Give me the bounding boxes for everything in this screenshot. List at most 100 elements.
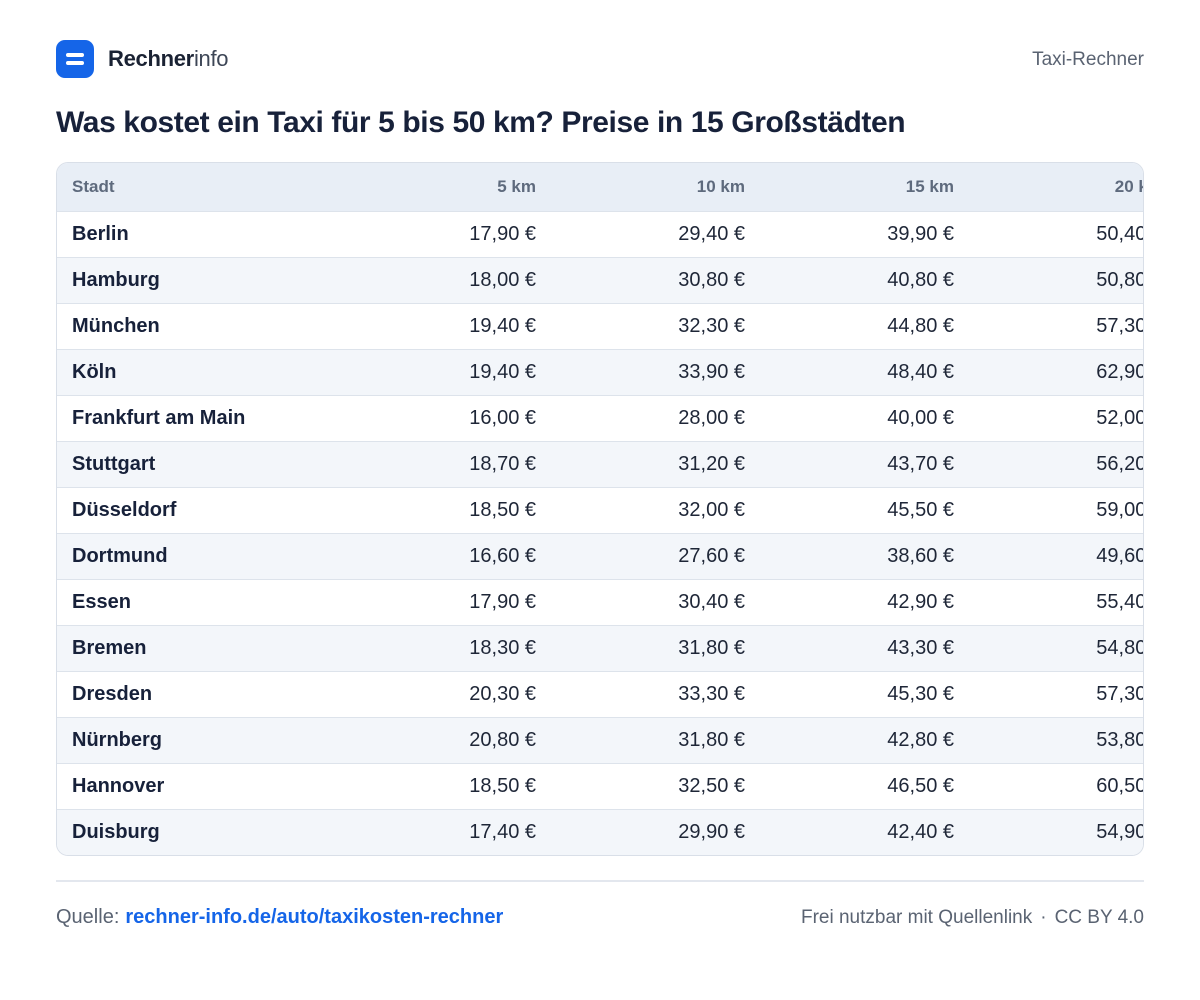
city-name-cell: Berlin xyxy=(72,222,129,245)
city-name-cell: Dresden xyxy=(72,682,153,705)
table-row: Essen 17,90 € 30,40 € 42,90 € 55,40 € xyxy=(57,579,1144,625)
brand-name-light: info xyxy=(193,46,229,71)
city-name-cell: Nürnberg xyxy=(72,728,162,751)
city-name-cell: Hamburg xyxy=(72,268,160,291)
price-cell-20km: 54,90 € xyxy=(1096,820,1144,843)
table-row: Duisburg 17,40 € 29,90 € 42,40 € 54,90 € xyxy=(57,809,1144,855)
price-cell-5km: 18,50 € xyxy=(469,774,536,797)
price-cell-20km: 57,30 € xyxy=(1096,682,1144,705)
price-cell-15km: 40,00 € xyxy=(887,406,954,429)
price-cell-20km: 49,60 € xyxy=(1096,544,1144,567)
table-row: Berlin 17,90 € 29,40 € 39,90 € 50,40 € xyxy=(57,211,1144,257)
table-row: Stuttgart 18,70 € 31,20 € 43,70 € 56,20 € xyxy=(57,441,1144,487)
price-cell-10km: 29,40 € xyxy=(678,222,745,245)
price-cell-15km: 42,40 € xyxy=(887,820,954,843)
price-cell-20km: 54,80 € xyxy=(1096,636,1144,659)
column-header-10km: 10 km xyxy=(696,176,745,196)
footer-divider xyxy=(56,880,1144,882)
city-name-cell: Essen xyxy=(72,590,131,613)
price-cell-10km: 31,80 € xyxy=(678,728,745,751)
license-badge: CC BY 4.0 xyxy=(1054,907,1144,928)
column-header-15km: 15 km xyxy=(905,176,954,196)
price-table-container: Stadt 5 km 10 km 15 km 20 km Berlin 17,90… xyxy=(56,162,1144,856)
separator-dot: · xyxy=(1040,907,1047,928)
price-cell-10km: 31,20 € xyxy=(678,452,745,475)
price-cell-10km: 33,30 € xyxy=(678,682,745,705)
price-cell-15km: 39,90 € xyxy=(887,222,954,245)
price-cell-5km: 19,40 € xyxy=(469,314,536,337)
price-cell-5km: 19,40 € xyxy=(469,360,536,383)
price-cell-5km: 17,40 € xyxy=(469,820,536,843)
price-cell-20km: 56,20 € xyxy=(1096,452,1144,475)
price-cell-10km: 29,90 € xyxy=(678,820,745,843)
price-cell-15km: 40,80 € xyxy=(887,268,954,291)
price-cell-10km: 32,00 € xyxy=(678,498,745,521)
source-line: Quelle: rechner-info.de/auto/taxikosten-r… xyxy=(56,906,503,929)
price-cell-5km: 16,60 € xyxy=(469,544,536,567)
price-cell-10km: 30,80 € xyxy=(678,268,745,291)
table-header-row: Stadt 5 km 10 km 15 km 20 km xyxy=(57,163,1143,211)
header-category-label: Taxi-Rechner xyxy=(1032,49,1144,70)
price-cell-20km: 53,80 € xyxy=(1096,728,1144,751)
column-header-20km: 20 km xyxy=(1114,176,1143,196)
city-name-cell: Düsseldorf xyxy=(72,498,177,521)
price-cell-20km: 52,00 € xyxy=(1096,406,1144,429)
price-cell-15km: 42,90 € xyxy=(887,590,954,613)
city-name-cell: Duisburg xyxy=(72,820,160,843)
city-name-cell: Stuttgart xyxy=(72,452,156,475)
page-header: Rechnerinfo Taxi-Rechner xyxy=(56,40,1144,78)
brand-name-strong: Rechner xyxy=(108,46,194,71)
price-cell-10km: 31,80 € xyxy=(678,636,745,659)
brand-logo[interactable]: Rechnerinfo xyxy=(56,40,229,78)
price-cell-20km: 57,30 € xyxy=(1096,314,1144,337)
price-cell-15km: 45,50 € xyxy=(887,498,954,521)
price-cell-20km: 50,40 € xyxy=(1096,222,1144,245)
price-cell-15km: 42,80 € xyxy=(887,728,954,751)
price-cell-5km: 17,90 € xyxy=(469,590,536,613)
price-cell-15km: 46,50 € xyxy=(887,774,954,797)
price-cell-5km: 18,70 € xyxy=(469,452,536,475)
table-row: München 19,40 € 32,30 € 44,80 € 57,30 € xyxy=(57,303,1144,349)
table-row: Hannover 18,50 € 32,50 € 46,50 € 60,50 € xyxy=(57,763,1144,809)
price-cell-10km: 33,90 € xyxy=(678,360,745,383)
city-name-cell: Frankfurt am Main xyxy=(72,406,246,429)
price-cell-15km: 48,40 € xyxy=(887,360,954,383)
city-name-cell: Dortmund xyxy=(72,544,168,567)
calculator-icon xyxy=(56,40,94,78)
price-cell-5km: 20,30 € xyxy=(469,682,536,705)
price-cell-20km: 59,00 € xyxy=(1096,498,1144,521)
price-cell-20km: 55,40 € xyxy=(1096,590,1144,613)
table-row: Dortmund 16,60 € 27,60 € 38,60 € 49,60 € xyxy=(57,533,1144,579)
column-header-city: Stadt xyxy=(72,176,115,196)
city-name-cell: Köln xyxy=(72,360,117,383)
city-name-cell: Hannover xyxy=(72,774,165,797)
price-cell-5km: 17,90 € xyxy=(469,222,536,245)
table-row: Köln 19,40 € 33,90 € 48,40 € 62,90 € xyxy=(57,349,1144,395)
price-cell-10km: 32,30 € xyxy=(678,314,745,337)
price-cell-10km: 32,50 € xyxy=(678,774,745,797)
taxi-price-table: Stadt 5 km 10 km 15 km 20 km Berlin 17,90… xyxy=(57,163,1144,855)
page-title: Was kostet ein Taxi für 5 bis 50 km? Pre… xyxy=(56,106,906,139)
table-row: Dresden 20,30 € 33,30 € 45,30 € 57,30 € xyxy=(57,671,1144,717)
price-cell-5km: 20,80 € xyxy=(469,728,536,751)
price-cell-15km: 43,70 € xyxy=(887,452,954,475)
price-cell-10km: 27,60 € xyxy=(678,544,745,567)
city-name-cell: Bremen xyxy=(72,636,147,659)
price-cell-10km: 30,40 € xyxy=(678,590,745,613)
brand-name: Rechnerinfo xyxy=(108,46,229,72)
price-cell-20km: 60,50 € xyxy=(1096,774,1144,797)
price-cell-20km: 62,90 € xyxy=(1096,360,1144,383)
source-link[interactable]: rechner-info.de/auto/taxikosten-rechner xyxy=(125,906,504,928)
table-row: Hamburg 18,00 € 30,80 € 40,80 € 50,80 € xyxy=(57,257,1144,303)
price-cell-5km: 18,00 € xyxy=(469,268,536,291)
table-row: Bremen 18,30 € 31,80 € 43,30 € 54,80 € xyxy=(57,625,1144,671)
price-cell-15km: 44,80 € xyxy=(887,314,954,337)
city-name-cell: München xyxy=(72,314,160,337)
license-line: Frei nutzbar mit Quellenlink · CC BY 4.0 xyxy=(801,907,1144,929)
price-cell-10km: 28,00 € xyxy=(678,406,745,429)
price-cell-20km: 50,80 € xyxy=(1096,268,1144,291)
price-cell-5km: 16,00 € xyxy=(469,406,536,429)
price-cell-15km: 38,60 € xyxy=(887,544,954,567)
column-header-5km: 5 km xyxy=(497,176,536,196)
table-body: Berlin 17,90 € 29,40 € 39,90 € 50,40 € Hambur… xyxy=(57,211,1144,855)
